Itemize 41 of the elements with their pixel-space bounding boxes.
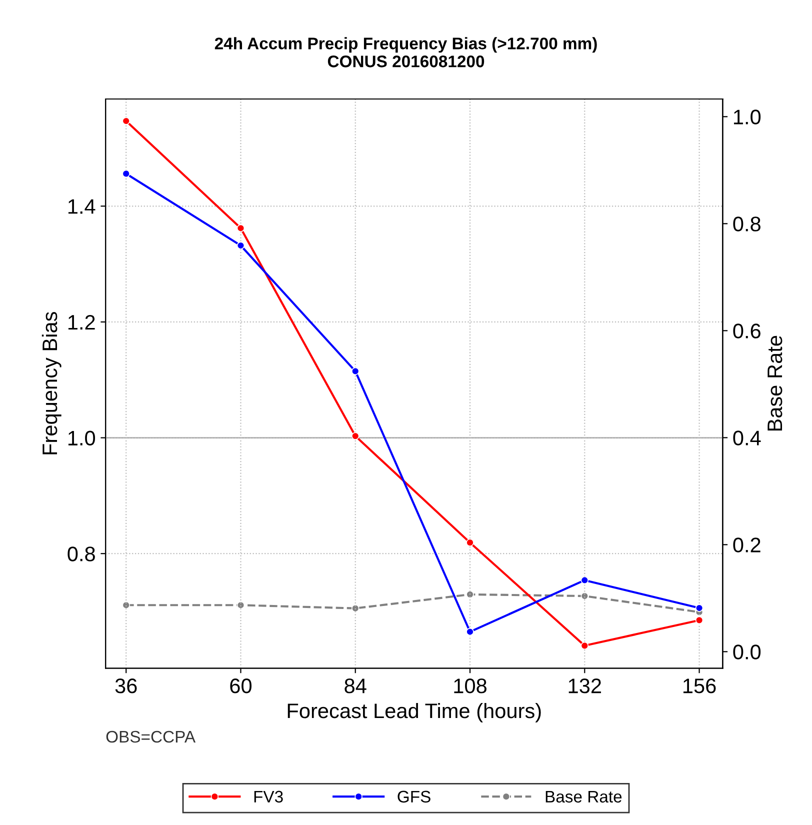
x-tick-label: 84 <box>344 678 366 694</box>
x-tick-label: 132 <box>568 678 601 694</box>
legend-label: GFS <box>398 790 430 803</box>
x-tick-label: 60 <box>230 678 252 694</box>
y-tick-label: 0.8 <box>68 546 95 562</box>
point <box>580 642 589 650</box>
point <box>466 628 474 636</box>
y2-tick-label: 0.0 <box>733 644 761 660</box>
point <box>122 117 130 125</box>
x-tick-label: 36 <box>115 678 137 694</box>
y-tick-label: 1.0 <box>68 430 96 446</box>
y2-tick-label: 0.6 <box>733 324 760 338</box>
point <box>236 242 245 250</box>
point <box>122 170 130 178</box>
x-tick-label: 108 <box>454 678 486 694</box>
y2-tick-label: 0.4 <box>733 430 761 446</box>
x-tick-label: 156 <box>683 678 716 694</box>
y2-axis-title: Base Rate <box>768 336 782 431</box>
y2-tick-label: 1.0 <box>734 110 761 124</box>
point <box>466 538 474 546</box>
text: OBS=CCPA <box>106 730 196 743</box>
point <box>122 601 130 610</box>
point <box>695 616 704 624</box>
point <box>466 590 474 598</box>
point <box>580 576 589 584</box>
legend-label: FV3 <box>254 790 283 803</box>
y-axis-title: Frequency Bias <box>42 312 62 454</box>
point <box>695 604 704 612</box>
y-tick-label: 1.2 <box>68 314 95 330</box>
y2-tick-label: 0.2 <box>733 538 760 552</box>
point <box>351 604 360 612</box>
y-tick-label: 1.4 <box>68 199 96 214</box>
point <box>351 367 360 376</box>
point <box>580 592 589 600</box>
legend-label: Base Rate <box>546 790 622 803</box>
x-axis-title: Forecast Lead Time (hours) <box>288 702 541 722</box>
chart-title: 24h Accum Precip Frequency Bias (>12.700 mm) CONUS 2016081200 <box>214 37 597 68</box>
point <box>236 601 245 610</box>
point <box>351 432 360 440</box>
y2-tick-label: 0.8 <box>733 216 760 232</box>
point <box>236 224 245 232</box>
